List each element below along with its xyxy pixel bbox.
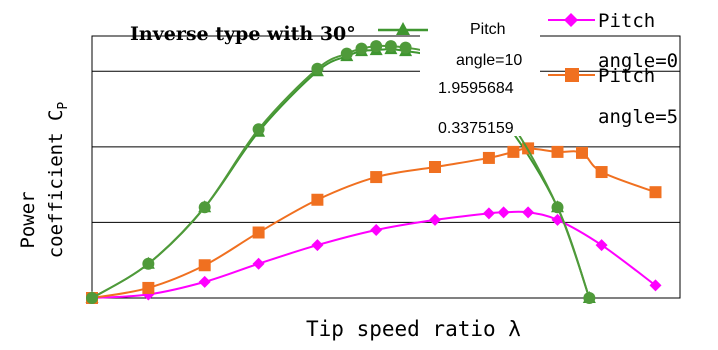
series-3-point-11	[551, 145, 564, 158]
legend-label-pitch-5-line1: Pitch	[598, 65, 655, 87]
legend-label-pitch-0-line2: angle=0	[598, 50, 678, 72]
series-2-point-6	[370, 223, 383, 236]
plot-area-border	[91, 35, 681, 299]
chart-title: Inverse type with 30°	[130, 23, 356, 45]
series-3-point-14	[649, 186, 662, 199]
series-4-point-10	[399, 41, 412, 54]
legend-label-pitch-0-line1: Pitch	[598, 10, 655, 32]
series-4-point-1	[86, 292, 98, 304]
legend-cut-line-3: 1.9595684	[438, 80, 514, 97]
series-2-point-5	[311, 239, 324, 252]
series-3-point-8	[482, 151, 495, 164]
legend-cut-line-4: 0.3375159	[438, 120, 514, 137]
legend-swatch-green-marker	[396, 22, 410, 35]
series-2-point-8	[482, 207, 495, 220]
legend-cut-line-1: Pitch	[470, 21, 506, 38]
series-4-point-7	[355, 42, 368, 55]
series-2-point-4	[252, 257, 265, 270]
series-3-point-13	[595, 166, 608, 179]
y-axis-label-subscript: P	[56, 102, 71, 110]
legend-marker-diamond	[564, 13, 578, 27]
series-4-point-6	[340, 47, 353, 60]
series-4-point-4	[252, 123, 265, 136]
series-3	[86, 142, 662, 304]
legend-entry-pitch-0: Pitch angle=0	[548, 10, 678, 72]
y-axis-label-main: coefficient C	[45, 110, 67, 259]
series-3-point-4	[252, 226, 265, 239]
series-2-point-3	[198, 275, 211, 288]
x-axis-label: Tip speed ratio λ	[306, 317, 521, 341]
series-3-point-6	[370, 171, 383, 184]
series-2-line	[91, 210, 657, 299]
series-4-point-15	[583, 292, 596, 304]
series-2-point-7	[429, 213, 441, 226]
y-axis-label-line2: coefficient CP	[45, 102, 71, 259]
legend-label-pitch-5-line2: angle=5	[598, 106, 678, 128]
legend-marker-square	[565, 68, 579, 82]
series-3-point-2	[142, 281, 155, 294]
grid-lines	[92, 70, 680, 223]
series-2-point-12	[595, 239, 608, 252]
series-3-point-7	[429, 161, 441, 173]
series-4-point-5	[311, 62, 324, 75]
series-4-point-8	[370, 40, 383, 53]
series-3-point-3	[198, 259, 211, 272]
series-3-point-12	[576, 146, 588, 159]
series-4-point-14	[551, 201, 564, 214]
series-2-point-10	[522, 206, 535, 219]
y-axis-label-line1: Power	[17, 191, 39, 248]
series-2-point-13	[649, 279, 662, 292]
legend-entry-pitch-5: Pitch angle=5	[548, 65, 678, 128]
legend-cut-line-2: angle=10	[456, 52, 522, 69]
series-2-point-9	[497, 206, 510, 219]
series-3-point-9	[507, 145, 520, 158]
series-3-line	[91, 147, 656, 299]
series-4-point-3	[198, 201, 211, 214]
series-4-point-9	[384, 40, 397, 53]
series-3-point-5	[311, 193, 324, 206]
legend-cut-label: Pitch angle=10 1.9595684 0.3375159	[378, 8, 540, 137]
series-4-point-2	[142, 257, 155, 270]
